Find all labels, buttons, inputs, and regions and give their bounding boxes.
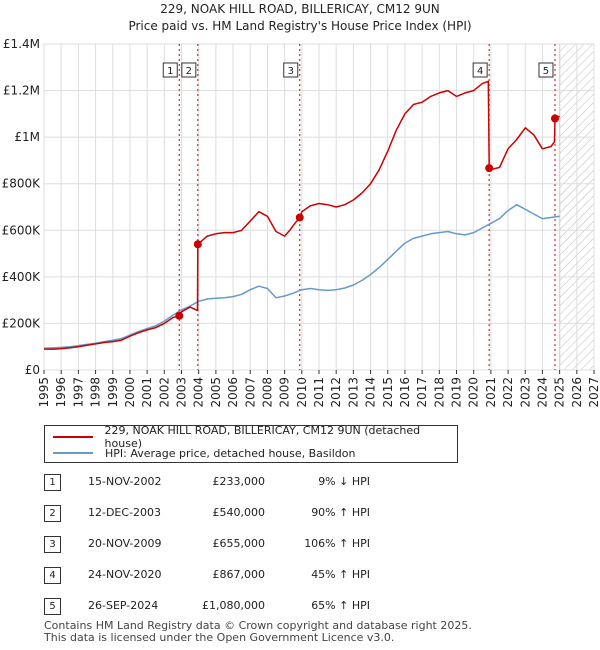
x-tick-label: 2001 — [140, 377, 154, 408]
hpi-line — [43, 203, 560, 350]
x-tick-label: 1998 — [89, 377, 103, 408]
y-tick-label: £600K — [2, 223, 42, 237]
y-tick-label: £1M — [14, 130, 40, 144]
table-row: 3 20-NOV-2009 £655,000 106% ↑ HPI — [44, 534, 504, 554]
transaction-hpi: 90% ↑ HPI — [311, 506, 370, 519]
x-tick-label: 2027 — [587, 377, 600, 408]
x-tick-label: 1997 — [71, 377, 85, 408]
legend-item-hpi: HPI: Average price, detached house, Basi… — [53, 445, 355, 461]
chart-title: 229, NOAK HILL ROAD, BILLERICAY, CM12 9U… — [160, 2, 439, 16]
x-tick-label: 2011 — [312, 377, 326, 408]
transaction-hpi: 9% ↓ HPI — [318, 475, 370, 488]
x-tick-label: 2013 — [346, 377, 360, 408]
x-tick-label: 2021 — [484, 377, 498, 408]
transaction-hpi: 65% ↑ HPI — [311, 599, 370, 612]
transaction-number: 4 — [44, 567, 61, 584]
legend-swatch-hpi — [53, 452, 93, 454]
x-tick-label: 2010 — [295, 377, 309, 408]
transaction-date: 12-DEC-2003 — [88, 506, 162, 519]
x-tick-label: 1999 — [106, 377, 120, 408]
transaction-point — [295, 213, 304, 222]
table-row: 4 24-NOV-2020 £867,000 45% ↑ HPI — [44, 565, 504, 585]
transaction-number: 3 — [44, 536, 61, 553]
transaction-price: £233,000 — [212, 475, 266, 488]
x-tick-label: 2008 — [260, 377, 274, 408]
transaction-date: 15-NOV-2002 — [88, 475, 162, 488]
table-row: 5 26-SEP-2024 £1,080,000 65% ↑ HPI — [44, 596, 504, 616]
x-tick-label: 2023 — [518, 377, 532, 408]
footer-notice: Contains HM Land Registry data © Crown c… — [44, 620, 472, 644]
transaction-number: 1 — [44, 474, 61, 491]
transaction-hpi: 45% ↑ HPI — [311, 568, 370, 581]
transaction-label-box — [472, 62, 488, 78]
x-tick-label: 2018 — [432, 377, 446, 408]
transaction-label-number: 2 — [186, 66, 192, 77]
legend-item-property: 229, NOAK HILL ROAD, BILLERICAY, CM12 9U… — [53, 424, 457, 450]
y-tick-label: £1.2M — [3, 84, 40, 98]
x-tick-label: 2009 — [278, 377, 292, 408]
x-tick-label: 2016 — [398, 377, 412, 408]
transaction-price: £540,000 — [212, 506, 266, 519]
transaction-point — [193, 240, 202, 249]
legend-label-hpi: HPI: Average price, detached house, Basi… — [105, 446, 356, 460]
transaction-label-number: 1 — [167, 66, 173, 77]
property-price-line — [43, 80, 560, 351]
x-tick-label: 2015 — [381, 377, 395, 408]
x-tick-label: 2017 — [415, 377, 429, 408]
price-chart: 229, NOAK HILL ROAD, BILLERICAY, CM12 9U… — [2, 2, 600, 408]
transaction-label-box — [162, 62, 178, 78]
transaction-price: £1,080,000 — [202, 599, 265, 612]
transaction-hpi: 106% ↑ HPI — [304, 537, 370, 550]
transaction-number: 2 — [44, 505, 61, 522]
transaction-date: 24-NOV-2020 — [88, 568, 162, 581]
y-tick-label: £1.4M — [3, 37, 40, 51]
footer-line-copyright: Contains HM Land Registry data © Crown c… — [44, 619, 472, 632]
y-tick-label: £400K — [2, 270, 42, 284]
x-tick-label: 2024 — [535, 377, 549, 408]
x-tick-label: 2019 — [450, 377, 464, 408]
footer-line-licence: This data is licensed under the Open Gov… — [44, 631, 395, 644]
x-tick-label: 2005 — [209, 377, 223, 408]
transaction-point — [550, 114, 559, 123]
transaction-point — [485, 164, 494, 173]
transaction-price: £867,000 — [212, 568, 266, 581]
y-tick-label: £200K — [2, 316, 42, 330]
transaction-date: 26-SEP-2024 — [88, 599, 159, 612]
y-tick-label: £0 — [25, 363, 40, 377]
chart-subtitle: Price paid vs. HM Land Registry's House … — [128, 19, 471, 33]
x-tick-label: 2012 — [329, 377, 343, 408]
x-tick-label: 2000 — [123, 377, 137, 408]
table-row: 2 12-DEC-2003 £540,000 90% ↑ HPI — [44, 503, 504, 523]
x-tick-label: 2006 — [226, 377, 240, 408]
x-tick-label: 2002 — [157, 377, 171, 408]
x-tick-label: 2022 — [501, 377, 515, 408]
transaction-label-number: 5 — [543, 66, 549, 77]
transaction-price: £655,000 — [212, 537, 266, 550]
x-tick-label: 2014 — [364, 377, 378, 408]
transaction-label-number: 3 — [288, 66, 294, 77]
x-tick-label: 2020 — [467, 377, 481, 408]
transaction-point — [175, 311, 184, 320]
transaction-label-box — [181, 62, 197, 78]
legend-swatch-property — [53, 436, 93, 438]
transaction-number: 5 — [44, 598, 61, 615]
transaction-label-box — [283, 62, 299, 78]
x-tick-label: 2007 — [243, 377, 257, 408]
transaction-label-number: 4 — [477, 66, 483, 77]
x-tick-label: 2004 — [192, 377, 206, 408]
x-tick-label: 2026 — [570, 377, 584, 408]
transaction-label-box — [538, 62, 554, 78]
table-row: 1 15-NOV-2002 £233,000 9% ↓ HPI — [44, 472, 504, 492]
x-tick-label: 1995 — [37, 377, 51, 408]
x-tick-label: 1996 — [54, 377, 68, 408]
chart-legend: 229, NOAK HILL ROAD, BILLERICAY, CM12 9U… — [44, 424, 458, 463]
x-tick-label: 2025 — [553, 377, 567, 408]
transaction-date: 20-NOV-2009 — [88, 537, 162, 550]
x-tick-label: 2003 — [175, 377, 189, 408]
y-tick-label: £800K — [2, 177, 42, 191]
legend-label-property: 229, NOAK HILL ROAD, BILLERICAY, CM12 9U… — [104, 424, 421, 450]
